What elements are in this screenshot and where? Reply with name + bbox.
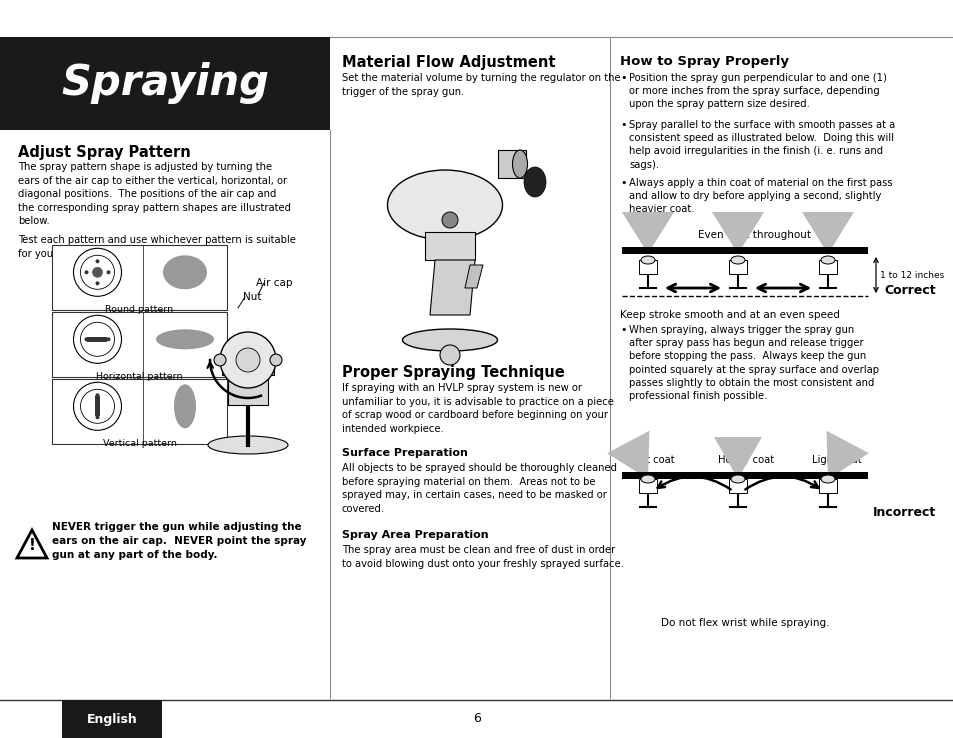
Polygon shape xyxy=(17,530,47,558)
Circle shape xyxy=(213,354,226,366)
Text: Do not flex wrist while spraying.: Do not flex wrist while spraying. xyxy=(660,618,828,628)
Ellipse shape xyxy=(208,436,288,454)
Ellipse shape xyxy=(156,329,213,349)
Circle shape xyxy=(220,332,275,388)
Text: How to Spray Properly: How to Spray Properly xyxy=(619,55,788,68)
Ellipse shape xyxy=(821,475,834,483)
Bar xyxy=(228,370,268,405)
Bar xyxy=(728,479,746,493)
Text: Proper Spraying Technique: Proper Spraying Technique xyxy=(341,365,564,380)
Text: Heavy coat: Heavy coat xyxy=(718,455,773,465)
Circle shape xyxy=(441,212,457,228)
Circle shape xyxy=(73,382,121,430)
Circle shape xyxy=(80,390,114,424)
Bar xyxy=(88,337,108,342)
Text: The spray area must be clean and free of dust in order
to avoid blowing dust ont: The spray area must be clean and free of… xyxy=(341,545,623,568)
Bar xyxy=(621,472,867,479)
Text: Test each pattern and use whichever pattern is suitable
for your application.: Test each pattern and use whichever patt… xyxy=(18,235,295,258)
Polygon shape xyxy=(606,431,649,479)
Text: Adjust Spray Pattern: Adjust Spray Pattern xyxy=(18,145,191,160)
Circle shape xyxy=(80,255,114,289)
Circle shape xyxy=(439,345,459,365)
Bar xyxy=(52,379,227,444)
Bar xyxy=(621,247,867,254)
Bar xyxy=(222,361,274,375)
Text: Air cap: Air cap xyxy=(255,278,293,288)
Circle shape xyxy=(95,259,99,263)
Text: Vertical pattern: Vertical pattern xyxy=(103,439,176,448)
Circle shape xyxy=(107,270,111,275)
Polygon shape xyxy=(621,212,673,254)
Circle shape xyxy=(95,281,99,286)
Bar xyxy=(424,232,475,260)
Circle shape xyxy=(95,415,99,419)
Text: 1 to 12 inches: 1 to 12 inches xyxy=(879,271,943,280)
Ellipse shape xyxy=(523,167,545,197)
Text: !: ! xyxy=(29,537,35,553)
Text: Position the spray gun perpendicular to and one (1)
or more inches from the spra: Position the spray gun perpendicular to … xyxy=(628,73,886,109)
Ellipse shape xyxy=(387,170,502,240)
Polygon shape xyxy=(464,265,482,288)
Ellipse shape xyxy=(640,475,655,483)
Circle shape xyxy=(85,337,89,341)
Text: •: • xyxy=(619,73,626,83)
Text: •: • xyxy=(619,178,626,188)
Text: The spray pattern shape is adjusted by turning the
ears of the air cap to either: The spray pattern shape is adjusted by t… xyxy=(18,162,291,227)
Text: •: • xyxy=(619,120,626,130)
Text: Correct: Correct xyxy=(883,283,935,297)
Text: Horizontal pattern: Horizontal pattern xyxy=(96,372,183,381)
Bar xyxy=(95,396,100,416)
Circle shape xyxy=(270,354,282,366)
Text: NEVER trigger the gun while adjusting the
ears on the air cap.  NEVER point the : NEVER trigger the gun while adjusting th… xyxy=(52,522,306,560)
Polygon shape xyxy=(711,212,763,254)
Circle shape xyxy=(73,315,121,363)
Ellipse shape xyxy=(640,256,655,264)
Bar xyxy=(818,260,836,274)
Text: Spray Area Preparation: Spray Area Preparation xyxy=(341,530,488,540)
Bar xyxy=(818,479,836,493)
Text: •: • xyxy=(619,325,626,335)
Text: All objects to be sprayed should be thoroughly cleaned
before spraying material : All objects to be sprayed should be thor… xyxy=(341,463,617,514)
Text: Surface Preparation: Surface Preparation xyxy=(341,448,467,458)
Circle shape xyxy=(80,323,114,356)
Text: Spray parallel to the surface with smooth passes at a
consistent speed as illust: Spray parallel to the surface with smoot… xyxy=(628,120,894,170)
Text: Keep stroke smooth and at an even speed: Keep stroke smooth and at an even speed xyxy=(619,310,839,320)
Text: When spraying, always trigger the spray gun
after spray pass has begun and relea: When spraying, always trigger the spray … xyxy=(628,325,878,401)
Polygon shape xyxy=(825,431,868,479)
Bar xyxy=(639,260,657,274)
Ellipse shape xyxy=(821,256,834,264)
Bar xyxy=(52,312,227,377)
Text: Material Flow Adjustment: Material Flow Adjustment xyxy=(341,55,555,70)
Ellipse shape xyxy=(730,256,744,264)
Ellipse shape xyxy=(163,255,207,289)
Ellipse shape xyxy=(512,150,527,178)
Text: Round pattern: Round pattern xyxy=(106,305,173,314)
Text: Set the material volume by turning the regulator on the
trigger of the spray gun: Set the material volume by turning the r… xyxy=(341,73,620,97)
Circle shape xyxy=(73,248,121,296)
Circle shape xyxy=(107,337,111,341)
Bar xyxy=(497,150,525,178)
Text: Light coat: Light coat xyxy=(811,455,861,465)
Polygon shape xyxy=(430,260,475,315)
Bar xyxy=(62,700,162,738)
Circle shape xyxy=(235,348,260,372)
Circle shape xyxy=(92,267,102,277)
Text: Spraying: Spraying xyxy=(61,63,269,105)
Text: Incorrect: Incorrect xyxy=(872,506,935,520)
Polygon shape xyxy=(801,212,853,254)
Bar xyxy=(52,245,227,310)
Text: Light coat: Light coat xyxy=(624,455,674,465)
Text: English: English xyxy=(87,712,137,725)
Bar xyxy=(0,37,330,130)
Polygon shape xyxy=(713,437,761,479)
Ellipse shape xyxy=(730,475,744,483)
Ellipse shape xyxy=(173,384,195,428)
Circle shape xyxy=(85,270,89,275)
Text: 6: 6 xyxy=(473,711,480,725)
Ellipse shape xyxy=(402,329,497,351)
Text: Nut: Nut xyxy=(243,292,261,302)
Text: Even coat throughout: Even coat throughout xyxy=(698,230,811,240)
Bar xyxy=(639,479,657,493)
Circle shape xyxy=(95,393,99,397)
Text: If spraying with an HVLP spray system is new or
unfamiliar to you, it is advisab: If spraying with an HVLP spray system is… xyxy=(341,383,613,434)
